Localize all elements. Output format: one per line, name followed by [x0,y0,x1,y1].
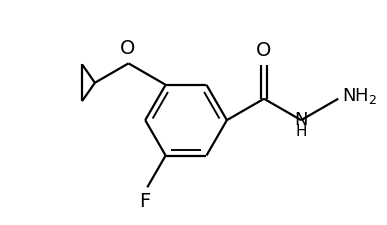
Text: N: N [295,111,308,129]
Text: NH$_2$: NH$_2$ [342,86,378,106]
Text: O: O [256,41,272,60]
Text: H: H [295,124,307,139]
Text: F: F [140,192,151,212]
Text: O: O [120,39,135,58]
